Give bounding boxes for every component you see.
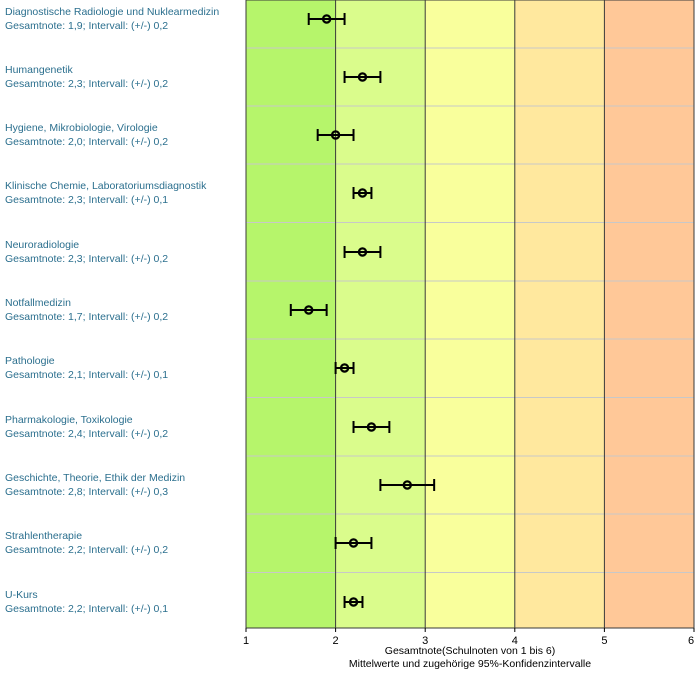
x-tick-label: 6 <box>688 635 694 647</box>
row-label: Notfallmedizin Gesamtnote: 1,7; Intervall… <box>5 296 168 324</box>
row-name: Strahlentherapie <box>5 530 83 542</box>
row-info: Gesamtnote: 2,1; Intervall: (+/-) 0,1 <box>5 369 169 381</box>
row-info: Gesamtnote: 2,8; Intervall: (+/-) 0,3 <box>5 486 169 498</box>
row-info: Gesamtnote: 2,3; Intervall: (+/-) 0,2 <box>5 78 169 90</box>
mean-point <box>348 538 359 548</box>
mean-point <box>330 130 341 140</box>
row-label: Diagnostische Radiologie und Nuklearmedi… <box>5 5 219 33</box>
band-4 <box>514 0 605 628</box>
mean-point <box>348 597 359 607</box>
row-info: Gesamtnote: 1,7; Intervall: (+/-) 0,2 <box>5 311 169 323</box>
x-tick-label: 5 <box>601 635 607 647</box>
x-axis-label: Gesamtnote(Schulnoten von 1 bis 6) <box>384 645 556 657</box>
row-info: Gesamtnote: 1,9; Intervall: (+/-) 0,2 <box>5 20 169 32</box>
mean-point <box>357 188 368 198</box>
row-info: Gesamtnote: 2,2; Intervall: (+/-) 0,2 <box>5 544 169 556</box>
row-label: Strahlentherapie Gesamtnote: 2,2; Interva… <box>5 529 168 557</box>
row-label: Pharmakologie, Toxikologie Gesamtnote: 2,… <box>5 413 168 441</box>
x-tick-label: 1 <box>243 635 249 647</box>
row-info: Gesamtnote: 2,3; Intervall: (+/-) 0,1 <box>5 194 169 206</box>
row-name: Notfallmedizin <box>5 297 71 309</box>
row-label: Hygiene, Mikrobiologie, Virologie Gesamtn… <box>5 121 168 149</box>
row-name: U-Kurs <box>5 589 38 601</box>
row-label: Pathologie Gesamtnote: 2,1; Intervall: (+… <box>5 354 168 382</box>
row-info: Gesamtnote: 2,0; Intervall: (+/-) 0,2 <box>5 136 169 148</box>
row-info: Gesamtnote: 2,4; Intervall: (+/-) 0,2 <box>5 428 169 440</box>
band-2 <box>335 0 426 628</box>
row-name: Neuroradiologie <box>5 239 80 251</box>
row-label: Geschichte, Theorie, Ethik der Medizin Ge… <box>5 471 185 499</box>
mean-point <box>357 72 368 82</box>
row-name: Geschichte, Theorie, Ethik der Medizin <box>5 472 186 484</box>
mean-point <box>366 422 377 432</box>
band-3 <box>425 0 515 628</box>
plot-frame <box>245 0 695 629</box>
row-label: Klinische Chemie, Laboratoriumsdiagnosti… <box>5 179 206 207</box>
row-name: Pharmakologie, Toxikologie <box>5 414 133 426</box>
row-label: U-Kurs Gesamtnote: 2,2; Intervall: (+/-) … <box>5 588 168 616</box>
row-label: Humangenetik Gesamtnote: 2,3; Intervall: … <box>5 63 168 91</box>
row-name: Humangenetik <box>5 64 73 76</box>
mean-point <box>304 305 314 315</box>
x-axis-label-secondary: Mittelwerte und zugehörige 95%-Konfidenz… <box>348 658 592 670</box>
mean-point <box>357 247 368 257</box>
mean-point <box>402 480 412 490</box>
x-tick-label: 4 <box>512 635 518 647</box>
row-label: Neuroradiologie Gesamtnote: 2,3; Interval… <box>5 238 168 266</box>
x-tick-label: 2 <box>333 635 339 647</box>
row-name: Klinische Chemie, Laboratoriumsdiagnosti… <box>5 180 207 192</box>
row-info: Gesamtnote: 2,2; Intervall: (+/-) 0,1 <box>5 603 169 615</box>
row-name: Diagnostische Radiologie und Nuklearmedi… <box>5 6 220 18</box>
mean-point <box>339 363 350 373</box>
row-info: Gesamtnote: 2,3; Intervall: (+/-) 0,2 <box>5 253 169 265</box>
row-name: Hygiene, Mikrobiologie, Virologie <box>5 122 158 134</box>
band-5 <box>604 0 694 628</box>
x-tick-label: 3 <box>422 635 428 647</box>
mean-point <box>321 14 332 24</box>
row-name: Pathologie <box>5 355 55 367</box>
